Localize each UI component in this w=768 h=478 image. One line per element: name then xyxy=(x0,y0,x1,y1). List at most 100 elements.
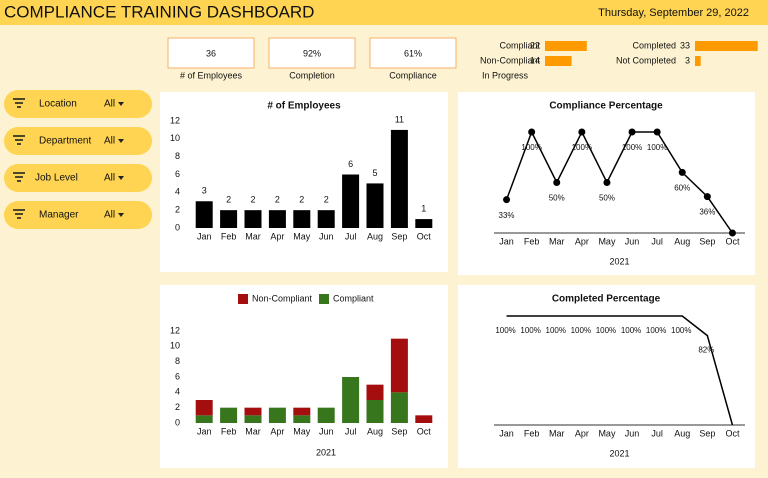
x-tick-label: Jul xyxy=(345,426,357,436)
data-label: 33% xyxy=(499,211,515,220)
line xyxy=(506,315,734,426)
bar-label: Non-Compliant xyxy=(480,55,541,65)
x-tick-label: Jan xyxy=(197,231,212,241)
data-label: 100% xyxy=(647,143,667,152)
bar-segment xyxy=(366,384,384,400)
dropdown-caret xyxy=(118,176,124,180)
bar-segment xyxy=(293,415,311,423)
data-label: 2 xyxy=(324,195,329,205)
data-label: 5 xyxy=(372,168,377,178)
x-tick-label: Apr xyxy=(270,426,284,436)
kpi-box xyxy=(369,37,457,69)
bar xyxy=(415,219,433,228)
data-label: 2 xyxy=(299,195,304,205)
data-label: 100% xyxy=(671,326,691,335)
filter-control[interactable] xyxy=(4,164,152,192)
data-label: 3 xyxy=(202,186,207,196)
x-tick-label: Mar xyxy=(245,426,261,436)
x-tick-label: Mar xyxy=(245,231,261,241)
bar-segment xyxy=(415,415,433,423)
x-tick-label: Sep xyxy=(699,428,715,438)
header-date: Thursday, September 29, 2022 xyxy=(598,7,749,19)
point xyxy=(678,168,686,176)
bar-segment xyxy=(268,407,286,423)
x-tick-label: Oct xyxy=(417,426,432,436)
bar xyxy=(317,210,335,228)
data-label: 100% xyxy=(571,326,591,335)
filter-value: All xyxy=(104,99,115,110)
x-tick-label: Sep xyxy=(699,236,715,246)
y-tick-label: 6 xyxy=(175,169,180,179)
x-tick-label: Sep xyxy=(391,426,407,436)
kpi-box xyxy=(268,37,356,69)
x-tick-label: Sep xyxy=(391,231,407,241)
bar-segment xyxy=(317,407,335,423)
y-tick-label: 12 xyxy=(170,325,180,335)
x-tick-label: Aug xyxy=(367,426,383,436)
bar xyxy=(366,183,384,228)
data-label: 100% xyxy=(520,326,540,335)
data-label: 11 xyxy=(395,114,404,124)
bar xyxy=(244,210,262,228)
data-label: 100% xyxy=(521,143,541,152)
filter-label: Manager xyxy=(39,210,79,221)
filter-control[interactable] xyxy=(4,201,152,229)
y-tick-label: 0 xyxy=(175,222,180,232)
x-tick-label: Jul xyxy=(345,231,357,241)
bar-segment xyxy=(244,415,262,423)
bar-segment xyxy=(390,392,408,423)
data-label: 100% xyxy=(646,326,666,335)
data-label: 100% xyxy=(572,143,592,152)
bar-segment xyxy=(293,407,311,416)
dropdown-caret xyxy=(118,102,124,106)
y-tick-label: 12 xyxy=(170,115,180,125)
x-tick-label: Feb xyxy=(524,236,540,246)
legend-label: Compliant xyxy=(333,293,374,303)
y-tick-label: 10 xyxy=(170,341,180,351)
data-label: 100% xyxy=(546,326,566,335)
header-bar xyxy=(0,0,768,25)
data-label: 1 xyxy=(421,203,426,213)
kpi-value: 36 xyxy=(206,48,216,58)
x-tick-label: Apr xyxy=(575,428,589,438)
bar xyxy=(695,41,758,51)
y-tick-label: 4 xyxy=(175,187,180,197)
point xyxy=(503,196,511,204)
bar-segment xyxy=(195,415,213,423)
kpi-box xyxy=(167,37,255,69)
bar xyxy=(695,56,701,66)
bar-value: 33 xyxy=(680,40,690,50)
y-tick-label: 0 xyxy=(175,417,180,427)
x-tick-label: Oct xyxy=(725,428,740,438)
x-tick-label: Aug xyxy=(674,236,690,246)
x-axis-label: 2021 xyxy=(316,447,336,457)
bar xyxy=(293,210,311,228)
x-tick-label: Aug xyxy=(367,231,383,241)
legend-swatch xyxy=(319,294,329,304)
x-tick-label: Jan xyxy=(499,236,514,246)
y-tick-label: 8 xyxy=(175,356,180,366)
point xyxy=(728,229,736,237)
chart-title: # of Employees xyxy=(267,101,341,112)
bar-segment xyxy=(220,407,238,423)
line xyxy=(505,130,734,234)
kpi-label: # of Employees xyxy=(180,70,243,80)
bar-label: Compliant xyxy=(499,40,540,50)
filter-label: Job Level xyxy=(35,173,78,184)
x-tick-label: May xyxy=(293,231,311,241)
status-note: In Progress xyxy=(482,70,529,80)
x-tick-label: Mar xyxy=(549,236,565,246)
data-label: 2 xyxy=(226,195,231,205)
x-tick-label: Mar xyxy=(549,428,565,438)
point xyxy=(603,179,611,186)
data-label: 2 xyxy=(250,195,255,205)
y-tick-label: 6 xyxy=(175,371,180,381)
x-tick-label: Jun xyxy=(625,236,640,246)
bar-value: 14 xyxy=(530,55,540,65)
x-tick-label: Oct xyxy=(417,231,432,241)
point xyxy=(528,128,536,136)
bar-segment xyxy=(244,407,262,416)
filter-control[interactable] xyxy=(4,127,152,155)
filter-control[interactable] xyxy=(4,90,152,118)
